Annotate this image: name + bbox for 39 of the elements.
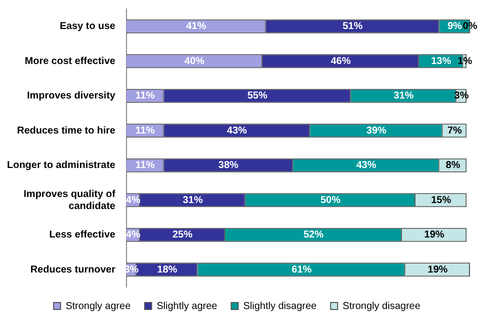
y-tick-label: Reduces turnover [30,264,116,276]
data-label: 31% [182,194,203,206]
data-label: 43% [356,160,376,172]
data-label: 50% [320,194,341,206]
data-label: 19% [424,230,444,241]
y-tick-label: Less effective [49,230,116,241]
legend-label: Slightly disagree [243,300,318,312]
legend-label: Slightly agree [156,300,218,312]
legend-label: Strongly agree [66,300,132,312]
data-label: 11% [135,90,155,102]
data-label: 8% [446,160,460,172]
data-label: 11% [135,125,155,136]
data-label: 13% [431,56,452,67]
data-label: 43% [226,125,248,136]
data-label: 0% [462,21,478,32]
data-label: 41% [186,21,206,32]
y-tick-label: Longer to administrate [6,160,116,172]
data-label: 55% [247,90,268,102]
data-label: 61% [292,264,312,276]
data-label: 51% [342,21,363,32]
y-tick-label: Easy to use [60,21,116,32]
y-tick-label: More cost effective [24,56,116,67]
y-tick-label: Improves diversity [26,90,116,102]
data-label: 40% [184,56,205,67]
y-tick-label: Reduces time to hire [16,125,116,136]
data-label: 38% [218,160,239,172]
data-label: 19% [428,264,448,276]
data-label: 18% [157,264,178,276]
data-label: 15% [431,194,452,206]
data-label: 52% [303,230,324,241]
data-label: 39% [366,125,387,136]
data-label: 9% [447,21,462,32]
data-label: 7% [447,125,462,136]
data-label: 25% [172,230,193,241]
legend-label: Strongly disagree [342,300,421,312]
y-tick-label: Improves quality of candidate [24,188,116,212]
data-label: 31% [394,90,414,102]
data-label: 11% [135,160,155,172]
data-label: 46% [330,56,351,67]
